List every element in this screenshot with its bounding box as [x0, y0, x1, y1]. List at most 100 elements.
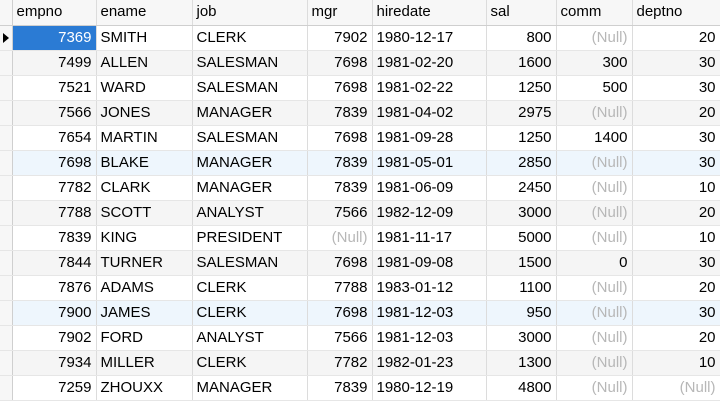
cell-ename[interactable]: BLAKE [96, 150, 193, 176]
cell-job[interactable]: ANALYST [192, 200, 308, 226]
cell-sal[interactable]: 4800 [486, 375, 557, 401]
row-indicator[interactable] [0, 350, 13, 376]
cell-comm[interactable]: (Null) [556, 300, 633, 326]
cell-job[interactable]: CLERK [192, 25, 308, 51]
cell-sal[interactable]: 3000 [486, 200, 557, 226]
cell-ename[interactable]: ADAMS [96, 275, 193, 301]
cell-empno[interactable]: 7499 [12, 50, 97, 76]
row-indicator[interactable] [0, 75, 13, 101]
cell-hiredate[interactable]: 1982-01-23 [372, 350, 487, 376]
cell-comm[interactable]: (Null) [556, 350, 633, 376]
cell-hiredate[interactable]: 1981-05-01 [372, 150, 487, 176]
cell-sal[interactable]: 3000 [486, 325, 557, 351]
cell-comm[interactable]: (Null) [556, 150, 633, 176]
cell-sal[interactable]: 1250 [486, 125, 557, 151]
cell-comm[interactable]: 1400 [556, 125, 633, 151]
cell-mgr[interactable]: 7566 [307, 200, 373, 226]
cell-ename[interactable]: MARTIN [96, 125, 193, 151]
cell-ename[interactable]: SCOTT [96, 200, 193, 226]
cell-hiredate[interactable]: 1981-12-03 [372, 325, 487, 351]
cell-deptno[interactable]: 10 [632, 225, 720, 251]
cell-hiredate[interactable]: 1983-01-12 [372, 275, 487, 301]
cell-comm[interactable]: (Null) [556, 175, 633, 201]
cell-ename[interactable]: SMITH [96, 25, 193, 51]
cell-deptno[interactable]: 20 [632, 275, 720, 301]
cell-empno[interactable]: 7782 [12, 175, 97, 201]
table-row[interactable]: 7566 JONES MANAGER 7839 1981-04-02 2975 (Null)… [0, 100, 720, 126]
cell-ename[interactable]: CLARK [96, 175, 193, 201]
cell-empno[interactable]: 7876 [12, 275, 97, 301]
cell-empno[interactable]: 7788 [12, 200, 97, 226]
cell-sal[interactable]: 5000 [486, 225, 557, 251]
cell-mgr[interactable]: 7782 [307, 350, 373, 376]
cell-ename[interactable]: TURNER [96, 250, 193, 276]
column-header-mgr[interactable]: mgr [307, 0, 373, 26]
cell-ename[interactable]: ALLEN [96, 50, 193, 76]
cell-sal[interactable]: 950 [486, 300, 557, 326]
cell-hiredate[interactable]: 1981-02-22 [372, 75, 487, 101]
cell-ename[interactable]: KING [96, 225, 193, 251]
table-row[interactable]: 7876 ADAMS CLERK 7788 1983-01-12 1100 (Null) 20 [0, 275, 720, 301]
cell-job[interactable]: CLERK [192, 350, 308, 376]
table-row[interactable]: 7369 SMITH CLERK 7902 1980-12-17 800 (Null) 20 [0, 25, 720, 51]
cell-empno[interactable]: 7259 [12, 375, 97, 401]
table-row[interactable]: 7844 TURNER SALESMAN 7698 1981-09-08 1500 0 30 [0, 250, 720, 276]
cell-mgr[interactable]: 7788 [307, 275, 373, 301]
cell-deptno[interactable]: 20 [632, 325, 720, 351]
cell-hiredate[interactable]: 1981-09-28 [372, 125, 487, 151]
column-header-empno[interactable]: empno [12, 0, 97, 26]
column-header-job[interactable]: job [192, 0, 308, 26]
cell-sal[interactable]: 1300 [486, 350, 557, 376]
cell-deptno[interactable]: 10 [632, 175, 720, 201]
cell-mgr[interactable]: 7698 [307, 125, 373, 151]
cell-comm[interactable]: (Null) [556, 275, 633, 301]
cell-empno[interactable]: 7934 [12, 350, 97, 376]
row-indicator[interactable] [0, 100, 13, 126]
cell-mgr[interactable]: 7698 [307, 50, 373, 76]
table-row[interactable]: 7782 CLARK MANAGER 7839 1981-06-09 2450 (Null)… [0, 175, 720, 201]
cell-comm[interactable]: (Null) [556, 200, 633, 226]
row-indicator[interactable] [0, 300, 13, 326]
cell-comm[interactable]: (Null) [556, 375, 633, 401]
cell-empno[interactable]: 7698 [12, 150, 97, 176]
cell-job[interactable]: PRESIDENT [192, 225, 308, 251]
cell-sal[interactable]: 2975 [486, 100, 557, 126]
row-indicator[interactable] [0, 325, 13, 351]
cell-empno[interactable]: 7839 [12, 225, 97, 251]
table-row[interactable]: 7788 SCOTT ANALYST 7566 1982-12-09 3000 (Null)… [0, 200, 720, 226]
cell-hiredate[interactable]: 1980-12-19 [372, 375, 487, 401]
cell-deptno[interactable]: (Null) [632, 375, 720, 401]
row-indicator[interactable] [0, 200, 13, 226]
cell-job[interactable]: CLERK [192, 300, 308, 326]
cell-job[interactable]: MANAGER [192, 100, 308, 126]
column-header-hiredate[interactable]: hiredate [372, 0, 487, 26]
table-row[interactable]: 7259 ZHOUXX MANAGER 7839 1980-12-19 4800 (Null… [0, 375, 720, 401]
cell-sal[interactable]: 1100 [486, 275, 557, 301]
cell-ename[interactable]: WARD [96, 75, 193, 101]
row-indicator[interactable] [0, 150, 13, 176]
cell-deptno[interactable]: 30 [632, 300, 720, 326]
cell-mgr[interactable]: 7698 [307, 250, 373, 276]
cell-job[interactable]: SALESMAN [192, 250, 308, 276]
cell-mgr[interactable]: 7839 [307, 100, 373, 126]
cell-empno[interactable]: 7654 [12, 125, 97, 151]
cell-mgr[interactable]: (Null) [307, 225, 373, 251]
cell-sal[interactable]: 800 [486, 25, 557, 51]
cell-deptno[interactable]: 20 [632, 100, 720, 126]
cell-hiredate[interactable]: 1982-12-09 [372, 200, 487, 226]
table-row[interactable]: 7839 KING PRESIDENT (Null) 1981-11-17 5000 (Nu… [0, 225, 720, 251]
table-row[interactable]: 7934 MILLER CLERK 7782 1982-01-23 1300 (Null) 1… [0, 350, 720, 376]
cell-mgr[interactable]: 7698 [307, 300, 373, 326]
cell-comm[interactable]: (Null) [556, 325, 633, 351]
cell-comm[interactable]: (Null) [556, 225, 633, 251]
table-row[interactable]: 7900 JAMES CLERK 7698 1981-12-03 950 (Null) 30 [0, 300, 720, 326]
cell-deptno[interactable]: 30 [632, 250, 720, 276]
table-row[interactable]: 7499 ALLEN SALESMAN 7698 1981-02-20 1600 300 30 [0, 50, 720, 76]
column-header-ename[interactable]: ename [96, 0, 193, 26]
cell-job[interactable]: CLERK [192, 275, 308, 301]
row-indicator[interactable] [0, 375, 13, 401]
row-indicator[interactable] [0, 250, 13, 276]
cell-comm[interactable]: (Null) [556, 25, 633, 51]
row-indicator[interactable] [0, 275, 13, 301]
cell-job[interactable]: ANALYST [192, 325, 308, 351]
